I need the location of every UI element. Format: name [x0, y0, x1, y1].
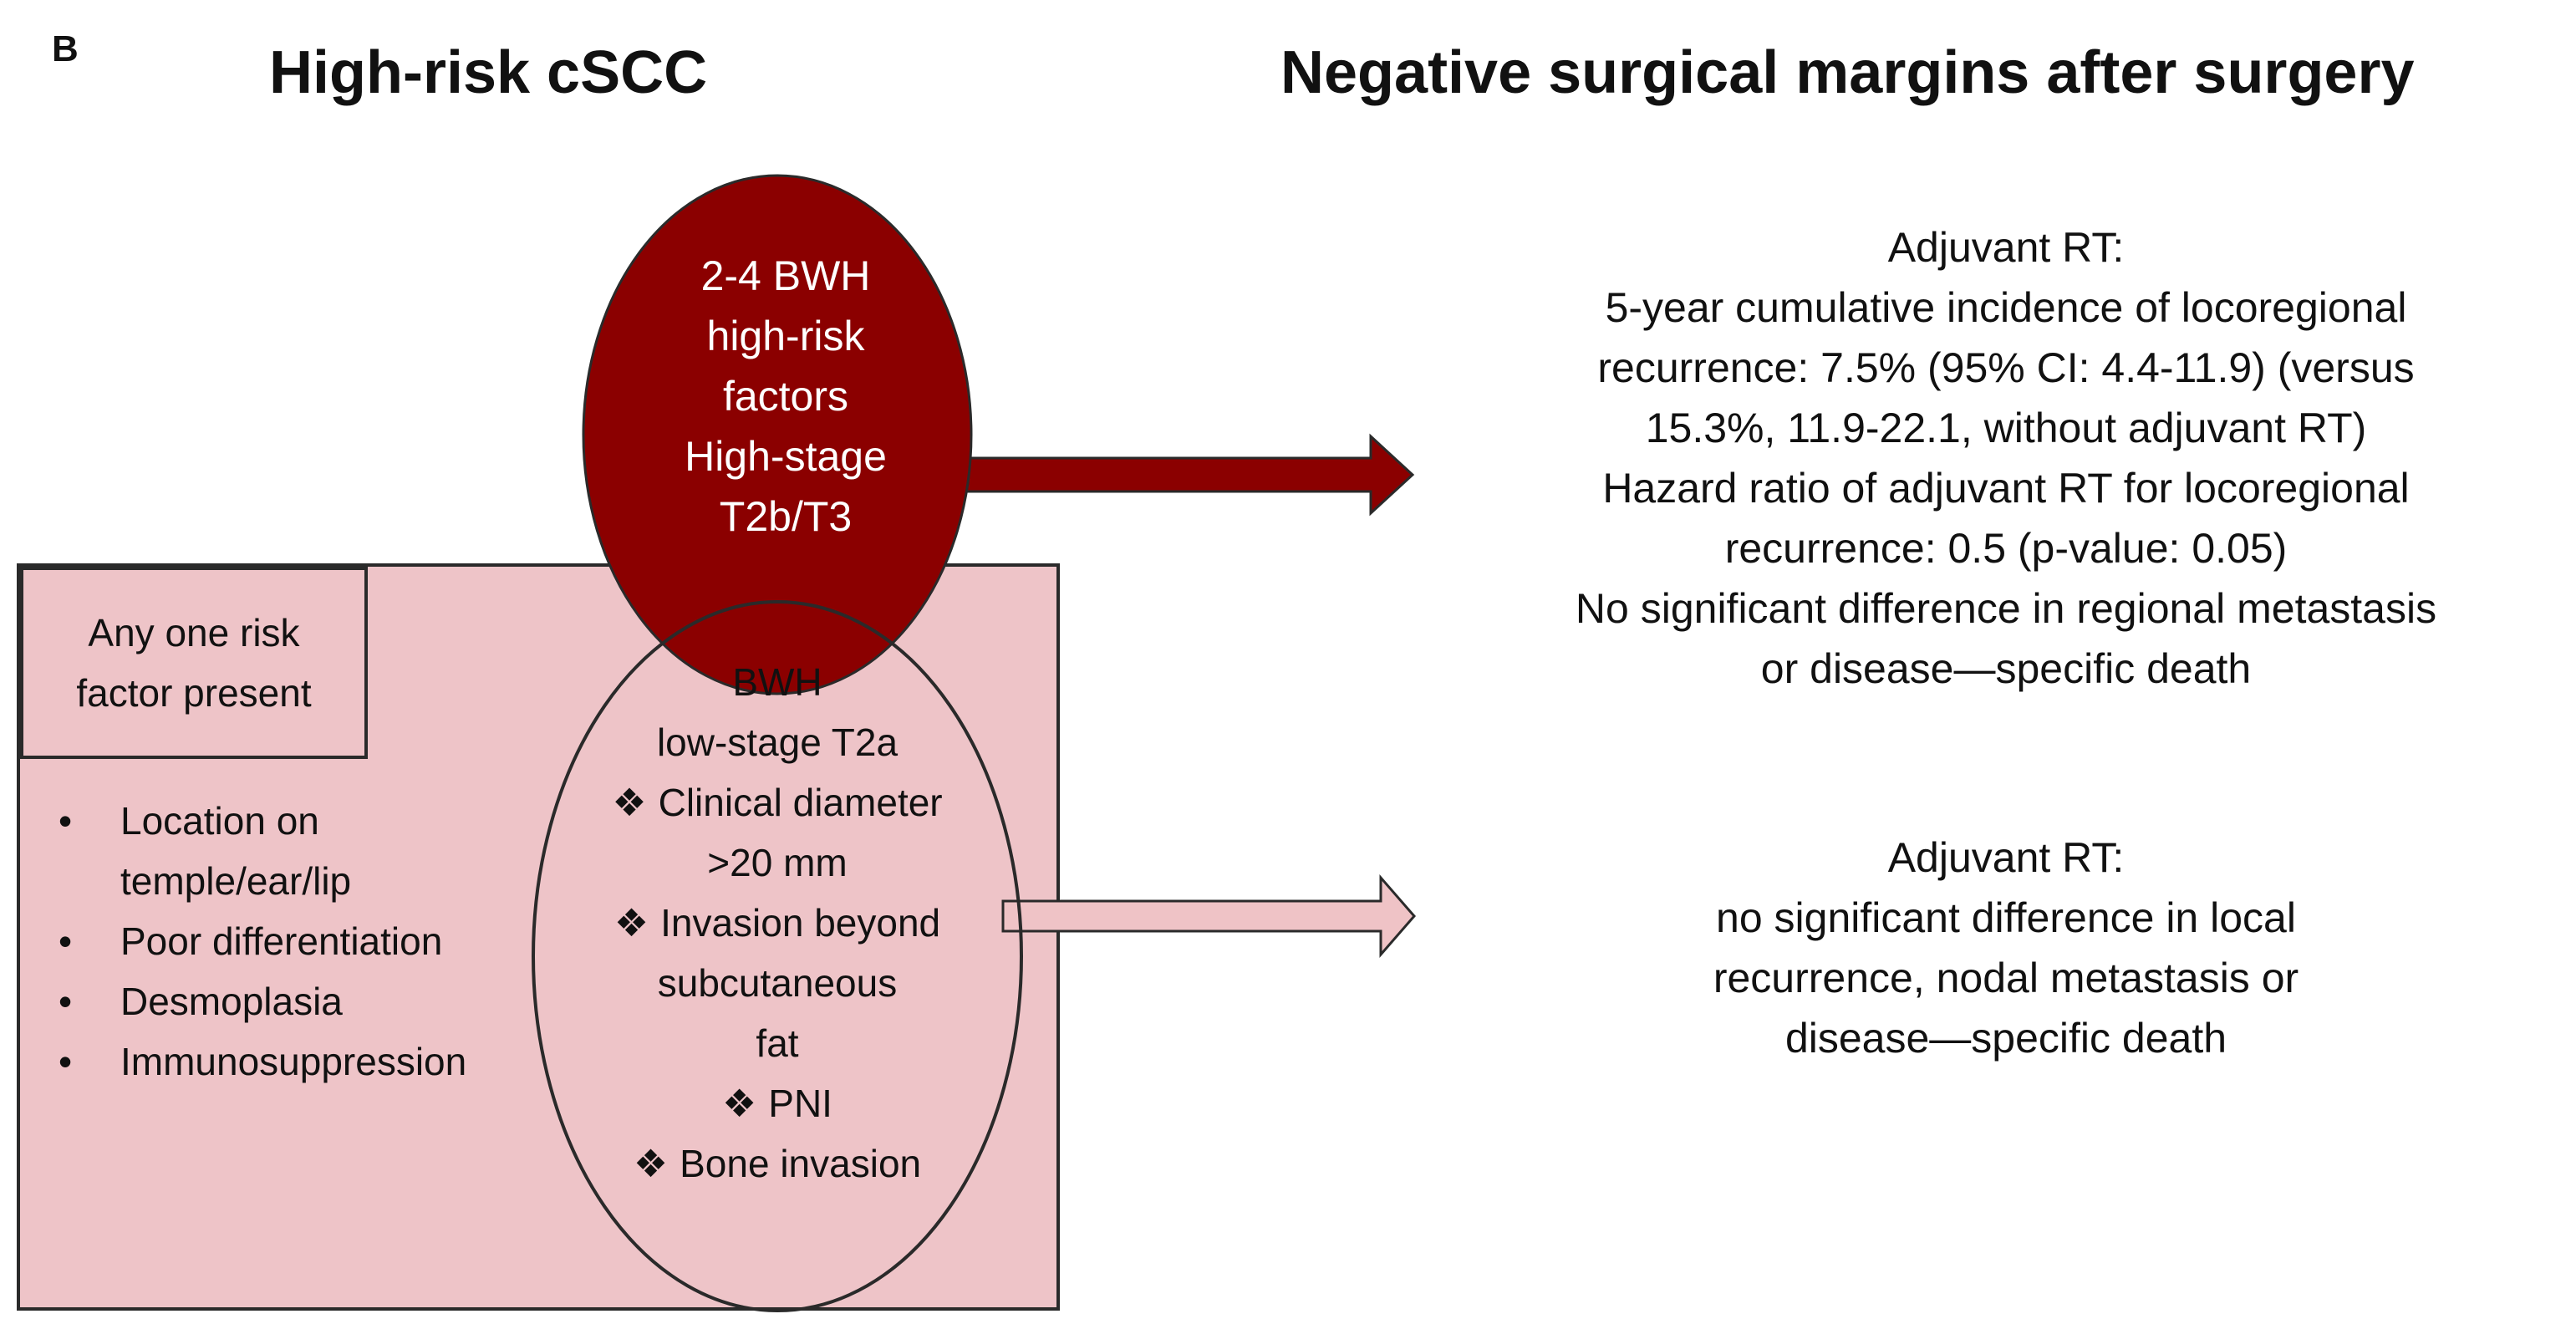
ellipse-item: ❖ Invasion beyond	[543, 893, 1011, 953]
ellipse-line: 2-4 BWH	[700, 252, 871, 299]
list-item-text: Immunosuppression	[120, 1040, 467, 1083]
ellipse-item-continuation: subcutaneous	[657, 961, 898, 1005]
outcome-line: recurrence: 7.5% (95% CI: 4.4-11.9) (ver…	[1597, 344, 2415, 391]
risk-factor-list: • Location on temple/ear/lip • Poor differ…	[50, 791, 466, 1092]
ellipse-item-continuation: fat	[756, 1021, 799, 1065]
risk-factor-header-box: Any one risk factor present	[20, 567, 368, 759]
outcome-line: 5-year cumulative incidence of locoregio…	[1605, 284, 2407, 331]
list-item: • Location on	[50, 791, 466, 851]
ellipse-heading-line: low-stage T2a	[656, 721, 899, 764]
ellipse-line: factors	[722, 373, 849, 420]
ellipse-item-text: Invasion beyond	[660, 901, 941, 945]
list-item-continuation: temple/ear/lip	[50, 851, 466, 911]
ellipse-item: ❖ Clinical diameter	[543, 772, 1011, 833]
outcome-line: recurrence, nodal metastasis or	[1713, 955, 2299, 1001]
list-item-text: Desmoplasia	[120, 980, 343, 1023]
high-stage-outcome: Adjuvant RT: 5-year cumulative incidence…	[1438, 217, 2574, 699]
bullet-icon: •	[59, 1040, 73, 1083]
diamond-bullet-icon: ❖	[613, 901, 649, 945]
outcome-line: no significant difference in local	[1716, 894, 2296, 941]
diamond-bullet-icon: ❖	[612, 781, 647, 824]
title-high-risk-cscc: High-risk cSCC	[269, 39, 708, 106]
outcome-line: No significant difference in regional me…	[1575, 585, 2437, 632]
ellipse-heading-line: BWH	[732, 660, 822, 704]
ellipse-item: ❖ Bone invasion	[543, 1133, 1011, 1194]
bullet-icon: •	[59, 919, 73, 963]
bullet-icon: •	[59, 980, 73, 1023]
low-stage-ellipse-text: BWH low-stage T2a ❖ Clinical diameter >20…	[543, 652, 1011, 1194]
risk-factor-header-line: factor present	[76, 671, 312, 715]
list-item-text: Location on	[120, 799, 319, 843]
list-item: • Poor differentiation	[50, 911, 466, 971]
ellipse-item: ❖ PNI	[543, 1073, 1011, 1133]
risk-factor-region	[17, 563, 1060, 1311]
outcome-line: recurrence: 0.5 (p-value: 0.05)	[1724, 525, 2288, 572]
high-stage-ellipse-text: 2-4 BWH high-risk factors High-stage T2b…	[602, 246, 970, 547]
ellipse-item-continuation: >20 mm	[707, 841, 848, 884]
outcome-line: Adjuvant RT:	[1887, 224, 2125, 271]
ellipse-line: High-stage	[685, 433, 887, 480]
low-stage-outcome: Adjuvant RT: no significant difference i…	[1438, 828, 2574, 1068]
ellipse-item-text: Clinical diameter	[658, 781, 943, 824]
high-stage-arrow	[934, 433, 1415, 517]
panel-label: B	[52, 28, 79, 69]
diamond-bullet-icon: ❖	[633, 1142, 669, 1185]
risk-factor-header-line: Any one risk	[88, 611, 300, 654]
low-stage-ellipse	[532, 600, 1023, 1312]
list-item: • Desmoplasia	[50, 971, 466, 1031]
list-item-text: Poor differentiation	[120, 919, 443, 963]
ellipse-item-text: PNI	[768, 1082, 832, 1125]
outcome-line: Adjuvant RT:	[1887, 834, 2125, 881]
bullet-icon: •	[59, 799, 73, 843]
low-stage-arrow	[1001, 873, 1416, 959]
diamond-bullet-icon: ❖	[722, 1082, 757, 1125]
ellipse-item-text: Bone invasion	[680, 1142, 922, 1185]
list-item-text: temple/ear/lip	[120, 859, 352, 903]
list-item: • Immunosuppression	[50, 1031, 466, 1092]
title-negative-margins: Negative surgical margins after surgery	[1280, 39, 2415, 106]
outcome-line: disease—specific death	[1784, 1015, 2227, 1062]
outcome-line: 15.3%, 11.9-22.1, without adjuvant RT)	[1645, 405, 2367, 451]
ellipse-line: T2b/T3	[719, 493, 853, 540]
outcome-line: or disease—specific death	[1760, 645, 2252, 692]
high-stage-ellipse	[582, 174, 973, 695]
ellipse-line: high-risk	[706, 313, 865, 359]
outcome-line: Hazard ratio of adjuvant RT for locoregi…	[1602, 465, 2410, 512]
